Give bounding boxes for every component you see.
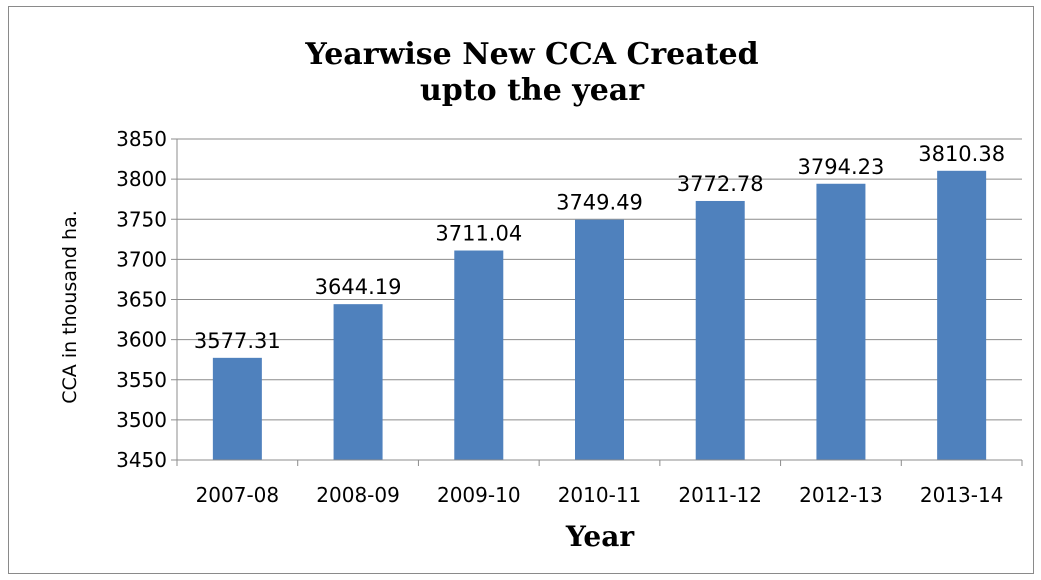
bar-2013-14 [937,170,987,460]
data-labels: 3577.31 3644.19 3711.04 3749.49 3772.78 3794.… [194,142,1005,353]
y-tick-label: 3750 [116,207,167,231]
bar-2009-10 [454,250,504,460]
y-tick-label: 3600 [116,328,167,352]
x-tick-label: 2012-13 [799,483,883,507]
chart-title-line-2: upto the year [420,73,645,108]
x-tick-label: 2009-10 [437,483,521,507]
x-axis-label: Year [565,520,636,553]
bar-2011-12 [695,200,745,460]
data-label: 3810.38 [918,142,1005,166]
data-label: 3749.49 [556,191,643,215]
y-tick-label: 3450 [116,448,167,472]
y-axis-ticks: 3450 3500 3550 3600 3650 3700 3750 3800 3850 [116,127,177,472]
bars [212,170,987,460]
y-tick-label: 3500 [116,408,167,432]
y-axis-label: CCA in thousand ha. [59,210,81,404]
y-tick-label: 3700 [116,247,167,271]
data-label: 3772.78 [677,172,764,196]
x-tick-label: 2008-09 [316,483,400,507]
bar-2012-13 [816,183,866,460]
chart-title-line-1: Yearwise New CCA Created [304,37,758,72]
x-tick-label: 2011-12 [678,483,762,507]
data-label: 3577.31 [194,329,281,353]
x-tick-label: 2010-11 [558,483,642,507]
x-tick-label: 2013-14 [920,483,1004,507]
bar-2010-11 [575,219,624,460]
x-axis-ticks: 2007-08 2008-09 2009-10 2010-11 2011-12 2012-… [176,460,1023,507]
y-tick-label: 3800 [116,167,167,191]
data-label: 3711.04 [435,222,522,246]
data-label: 3794.23 [798,155,885,179]
data-label: 3644.19 [315,275,402,299]
y-tick-label: 3650 [116,288,167,312]
bar-2007-08 [212,357,262,460]
x-tick-label: 2007-08 [196,483,280,507]
chart-frame: Yearwise New CCA Created upto the year 3… [8,6,1034,574]
y-tick-label: 3850 [116,127,167,151]
bar-chart: Yearwise New CCA Created upto the year 3… [59,37,1023,553]
y-tick-label: 3550 [116,368,167,392]
bar-2008-09 [333,304,383,460]
